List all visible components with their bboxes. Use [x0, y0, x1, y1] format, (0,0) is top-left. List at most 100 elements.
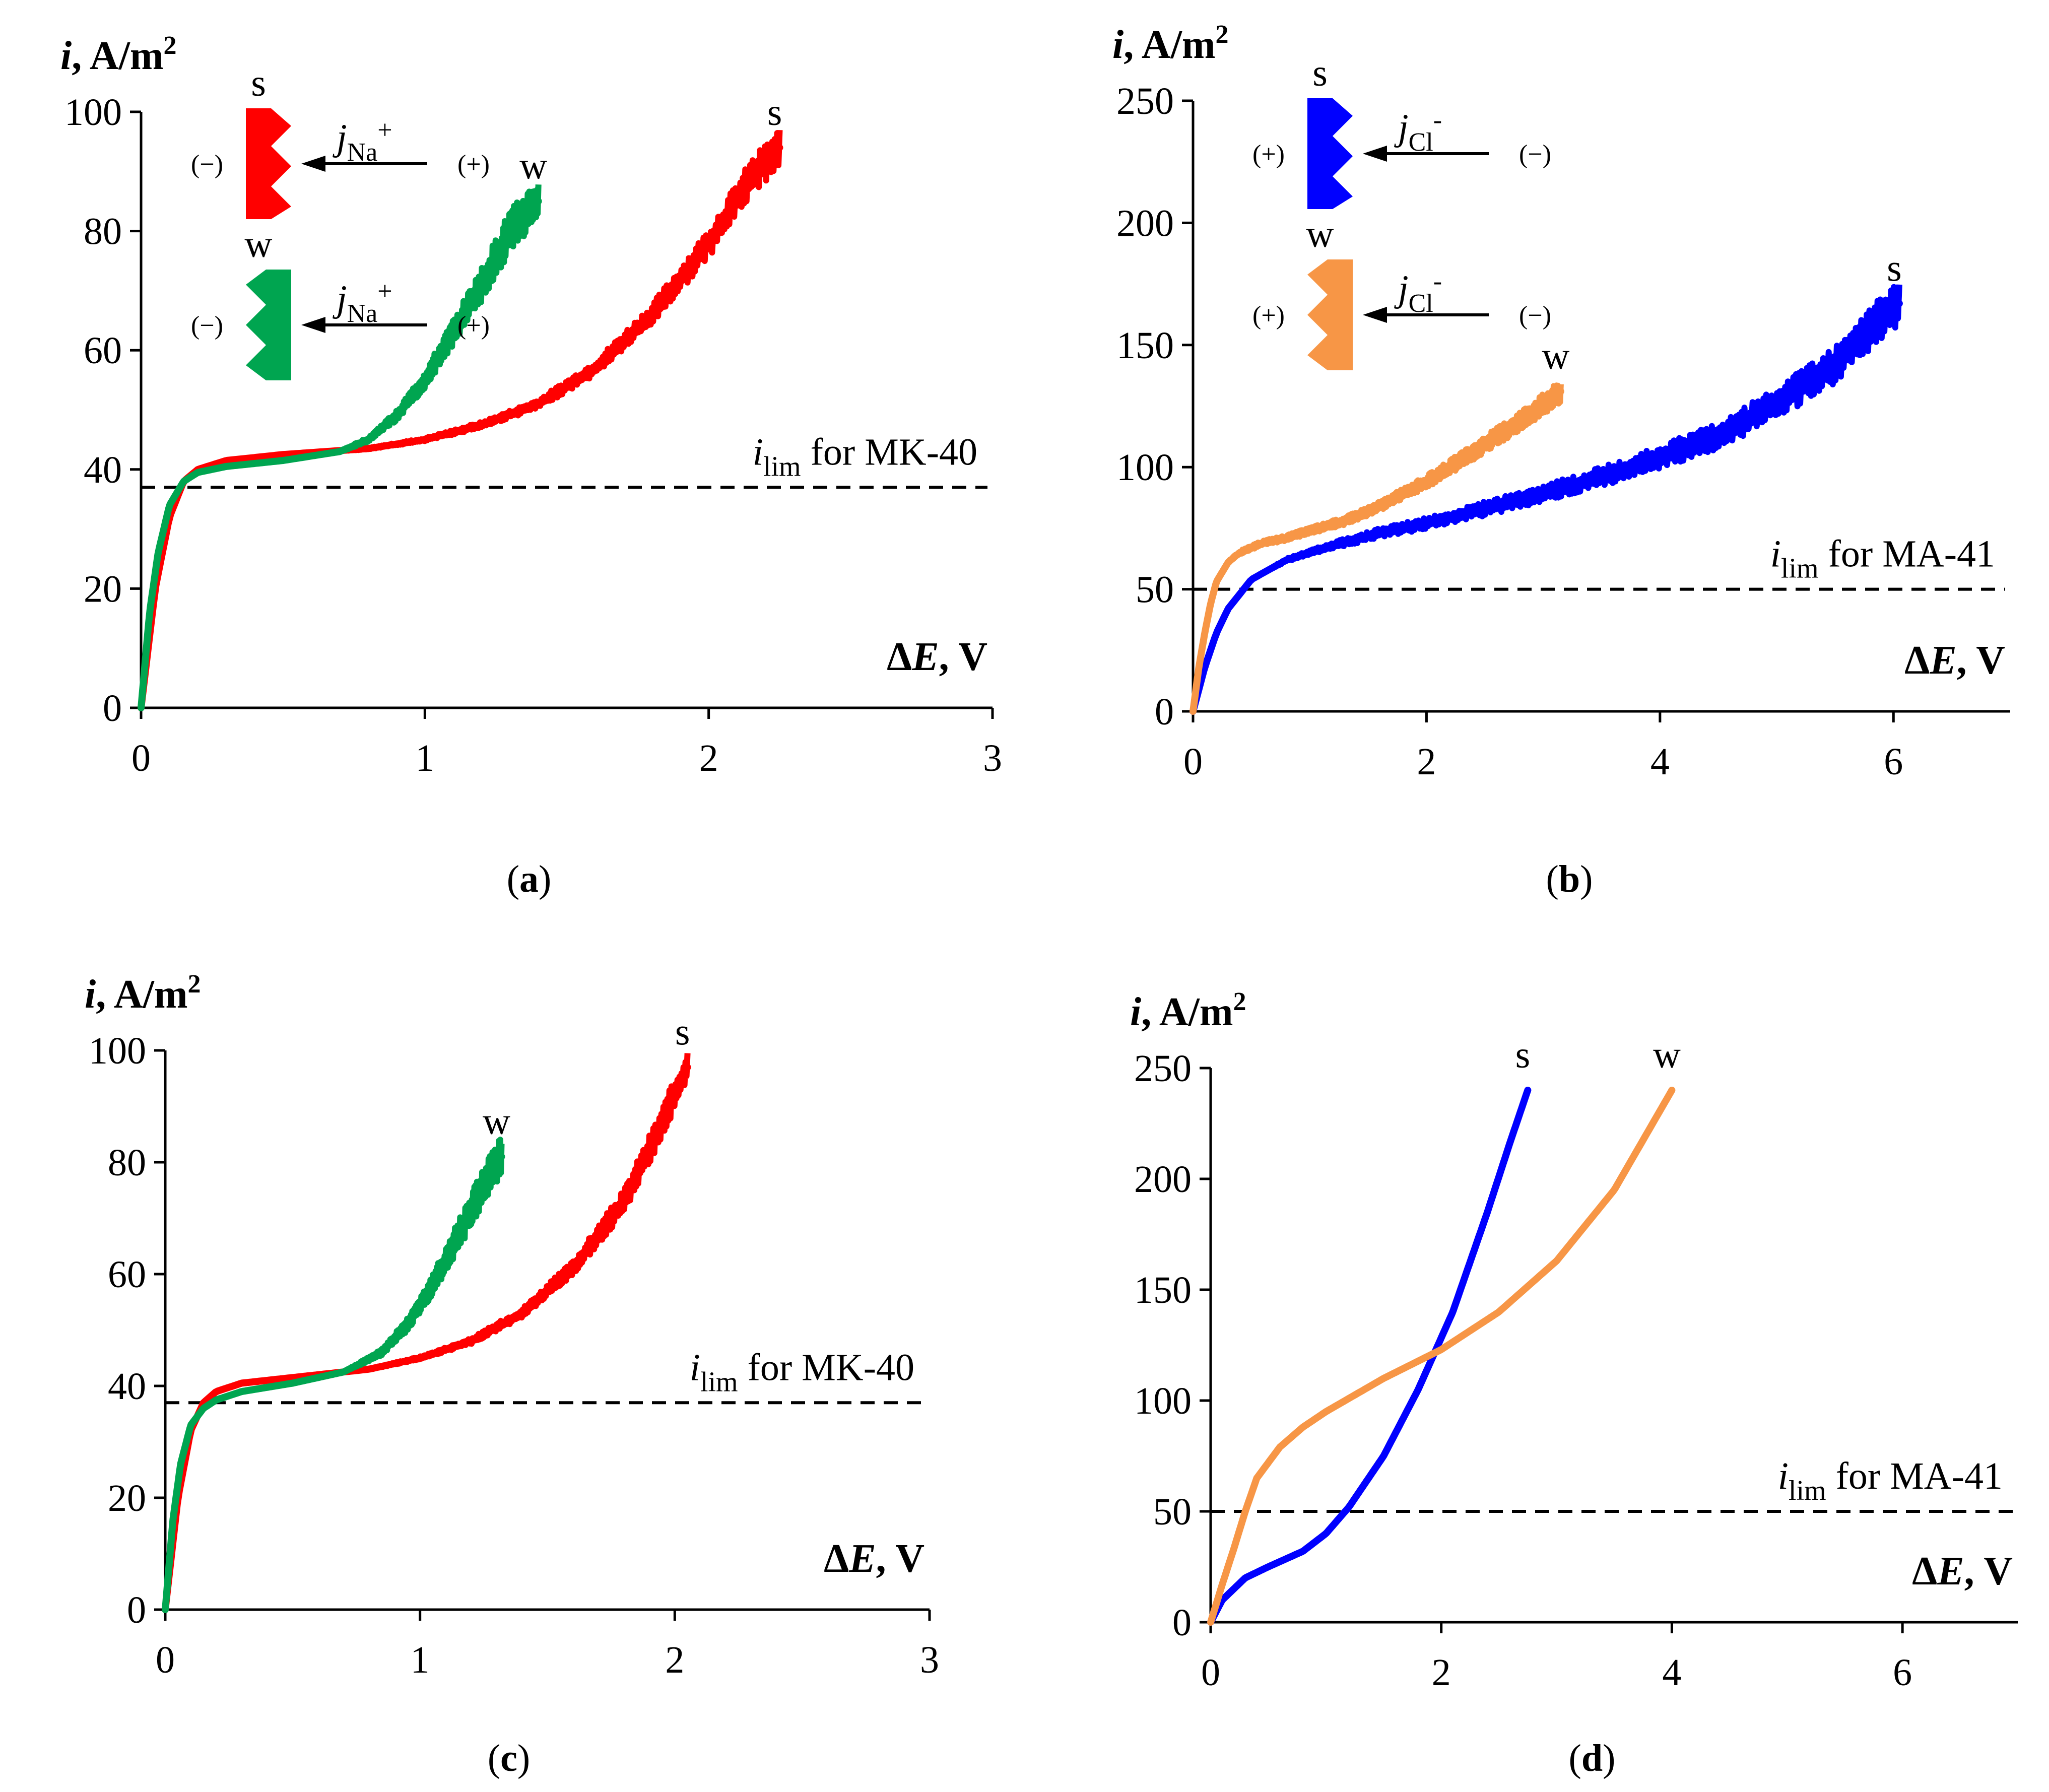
inset-membrane	[246, 108, 291, 219]
series-line-s	[1207, 1087, 1532, 1626]
y-tick-label: 50	[1136, 569, 1174, 611]
y-tick-label: 0	[1155, 691, 1174, 733]
series-noise-s	[162, 1053, 691, 1610]
inset-flux-charge: -	[1433, 267, 1442, 296]
caption-open-paren: (	[1569, 1737, 1581, 1779]
series-end-label: w	[1542, 335, 1569, 377]
x-axis-units: , V	[939, 635, 987, 679]
inset-membrane	[1307, 259, 1353, 370]
inset-flux-charge: +	[377, 277, 392, 306]
x-tick-label: 2	[1432, 1651, 1451, 1694]
inset-flux-arrowhead	[301, 156, 325, 172]
x-axis-variable: E	[911, 635, 939, 679]
limiting-current-text: for MK-40	[738, 1346, 914, 1388]
limiting-current-text: for MA-41	[1819, 533, 1995, 575]
caption-close-paren: )	[1580, 858, 1593, 900]
series-noise-w	[1190, 382, 1564, 712]
inset-flux-charge: -	[1433, 106, 1442, 135]
caption-letter: a	[519, 858, 539, 900]
caption-letter: c	[500, 1737, 517, 1779]
series-end-label: w	[519, 145, 547, 187]
y-axis-units-exponent: 2	[1233, 987, 1246, 1016]
inset-sign-left: (−)	[191, 150, 223, 179]
x-tick-label: 3	[920, 1639, 939, 1681]
y-tick-label: 250	[1134, 1047, 1192, 1090]
limiting-current-text: for MA-41	[1826, 1455, 2003, 1497]
inset-membrane	[246, 270, 291, 380]
y-tick-label: 60	[108, 1253, 146, 1296]
inset-sign-right: (+)	[457, 150, 490, 179]
inset-membrane-label: s	[1312, 52, 1328, 94]
x-tick-label: 4	[1650, 741, 1670, 783]
x-tick-label: 1	[415, 737, 434, 779]
x-axis-variable: E	[1937, 1549, 1964, 1594]
limiting-current-subscript: lim	[700, 1366, 738, 1398]
caption-close-paren: )	[1603, 1737, 1615, 1779]
inset-flux-arrowhead	[1363, 146, 1387, 162]
inset-sign-left: (+)	[1252, 140, 1285, 169]
series-noise-w	[138, 184, 542, 708]
inset-flux-ion: Na	[347, 138, 378, 167]
x-axis-label: ΔE, V	[887, 635, 987, 679]
y-tick-label: 200	[1134, 1158, 1192, 1201]
y-tick-label: 60	[84, 329, 122, 372]
y-tick-label: 40	[84, 449, 122, 491]
inset-membrane-label: w	[245, 223, 273, 266]
x-tick-label: 3	[983, 737, 1002, 779]
y-tick-label: 0	[1172, 1602, 1192, 1644]
series-end-label: w	[483, 1100, 510, 1143]
y-tick-label: 20	[84, 568, 122, 610]
y-axis-label: i, A/m2	[85, 970, 201, 1017]
x-tick-label: 4	[1662, 1651, 1681, 1694]
caption-open-paren: (	[1546, 858, 1559, 900]
panel-caption: (c)	[488, 1737, 530, 1779]
x-tick-label: 0	[156, 1639, 175, 1681]
x-axis-label: ΔE, V	[824, 1537, 924, 1581]
y-tick-label: 100	[64, 91, 122, 134]
y-axis-label: i, A/m2	[1130, 987, 1246, 1034]
panel-caption: (d)	[1569, 1737, 1616, 1779]
x-tick-label: 0	[1183, 741, 1203, 783]
y-tick-label: 0	[127, 1589, 146, 1631]
series-line-w	[1207, 1087, 1676, 1626]
caption-open-paren: (	[507, 858, 519, 900]
y-tick-label: 250	[1116, 80, 1174, 122]
x-tick-label: 6	[1884, 741, 1903, 783]
x-tick-label: 2	[665, 1639, 684, 1681]
inset-flux-arrowhead	[301, 317, 325, 333]
caption-close-paren: )	[539, 858, 551, 900]
inset-flux-charge: +	[377, 116, 392, 145]
y-tick-label: 200	[1116, 202, 1174, 244]
inset-flux-ion: Na	[347, 299, 378, 328]
y-tick-label: 80	[84, 211, 122, 253]
inset-sign-right: (−)	[1519, 140, 1551, 169]
y-axis-units: , A/m	[1123, 23, 1215, 67]
y-axis-units: , A/m	[72, 34, 163, 78]
y-axis-units-exponent: 2	[187, 970, 201, 999]
x-axis-units: , V	[876, 1537, 924, 1581]
limiting-current-subscript: lim	[1781, 553, 1819, 584]
inset-flux-ion: Cl	[1409, 289, 1433, 318]
caption-close-paren: )	[517, 1737, 530, 1779]
y-tick-label: 100	[1134, 1380, 1192, 1422]
x-tick-label: 6	[1893, 1651, 1912, 1694]
series-end-label: s	[1515, 1034, 1531, 1076]
inset-membrane-label: w	[1306, 213, 1334, 255]
y-tick-label: 50	[1153, 1491, 1192, 1533]
x-axis-units: , V	[1964, 1549, 2013, 1594]
y-tick-label: 150	[1116, 324, 1174, 367]
inset-membrane-label: s	[251, 62, 266, 104]
inset-sign-right: (−)	[1519, 301, 1551, 330]
y-axis-label: i, A/m2	[60, 31, 176, 78]
x-axis-variable: E	[1929, 638, 1956, 683]
y-axis-units: , A/m	[1141, 990, 1233, 1034]
limiting-current-subscript: lim	[1789, 1475, 1826, 1506]
y-tick-label: 0	[103, 687, 122, 729]
caption-open-paren: (	[488, 1737, 500, 1779]
x-axis-label: ΔE, V	[1912, 1549, 2013, 1594]
y-axis-label: i, A/m2	[1112, 20, 1228, 67]
series-end-label: s	[1887, 247, 1902, 289]
